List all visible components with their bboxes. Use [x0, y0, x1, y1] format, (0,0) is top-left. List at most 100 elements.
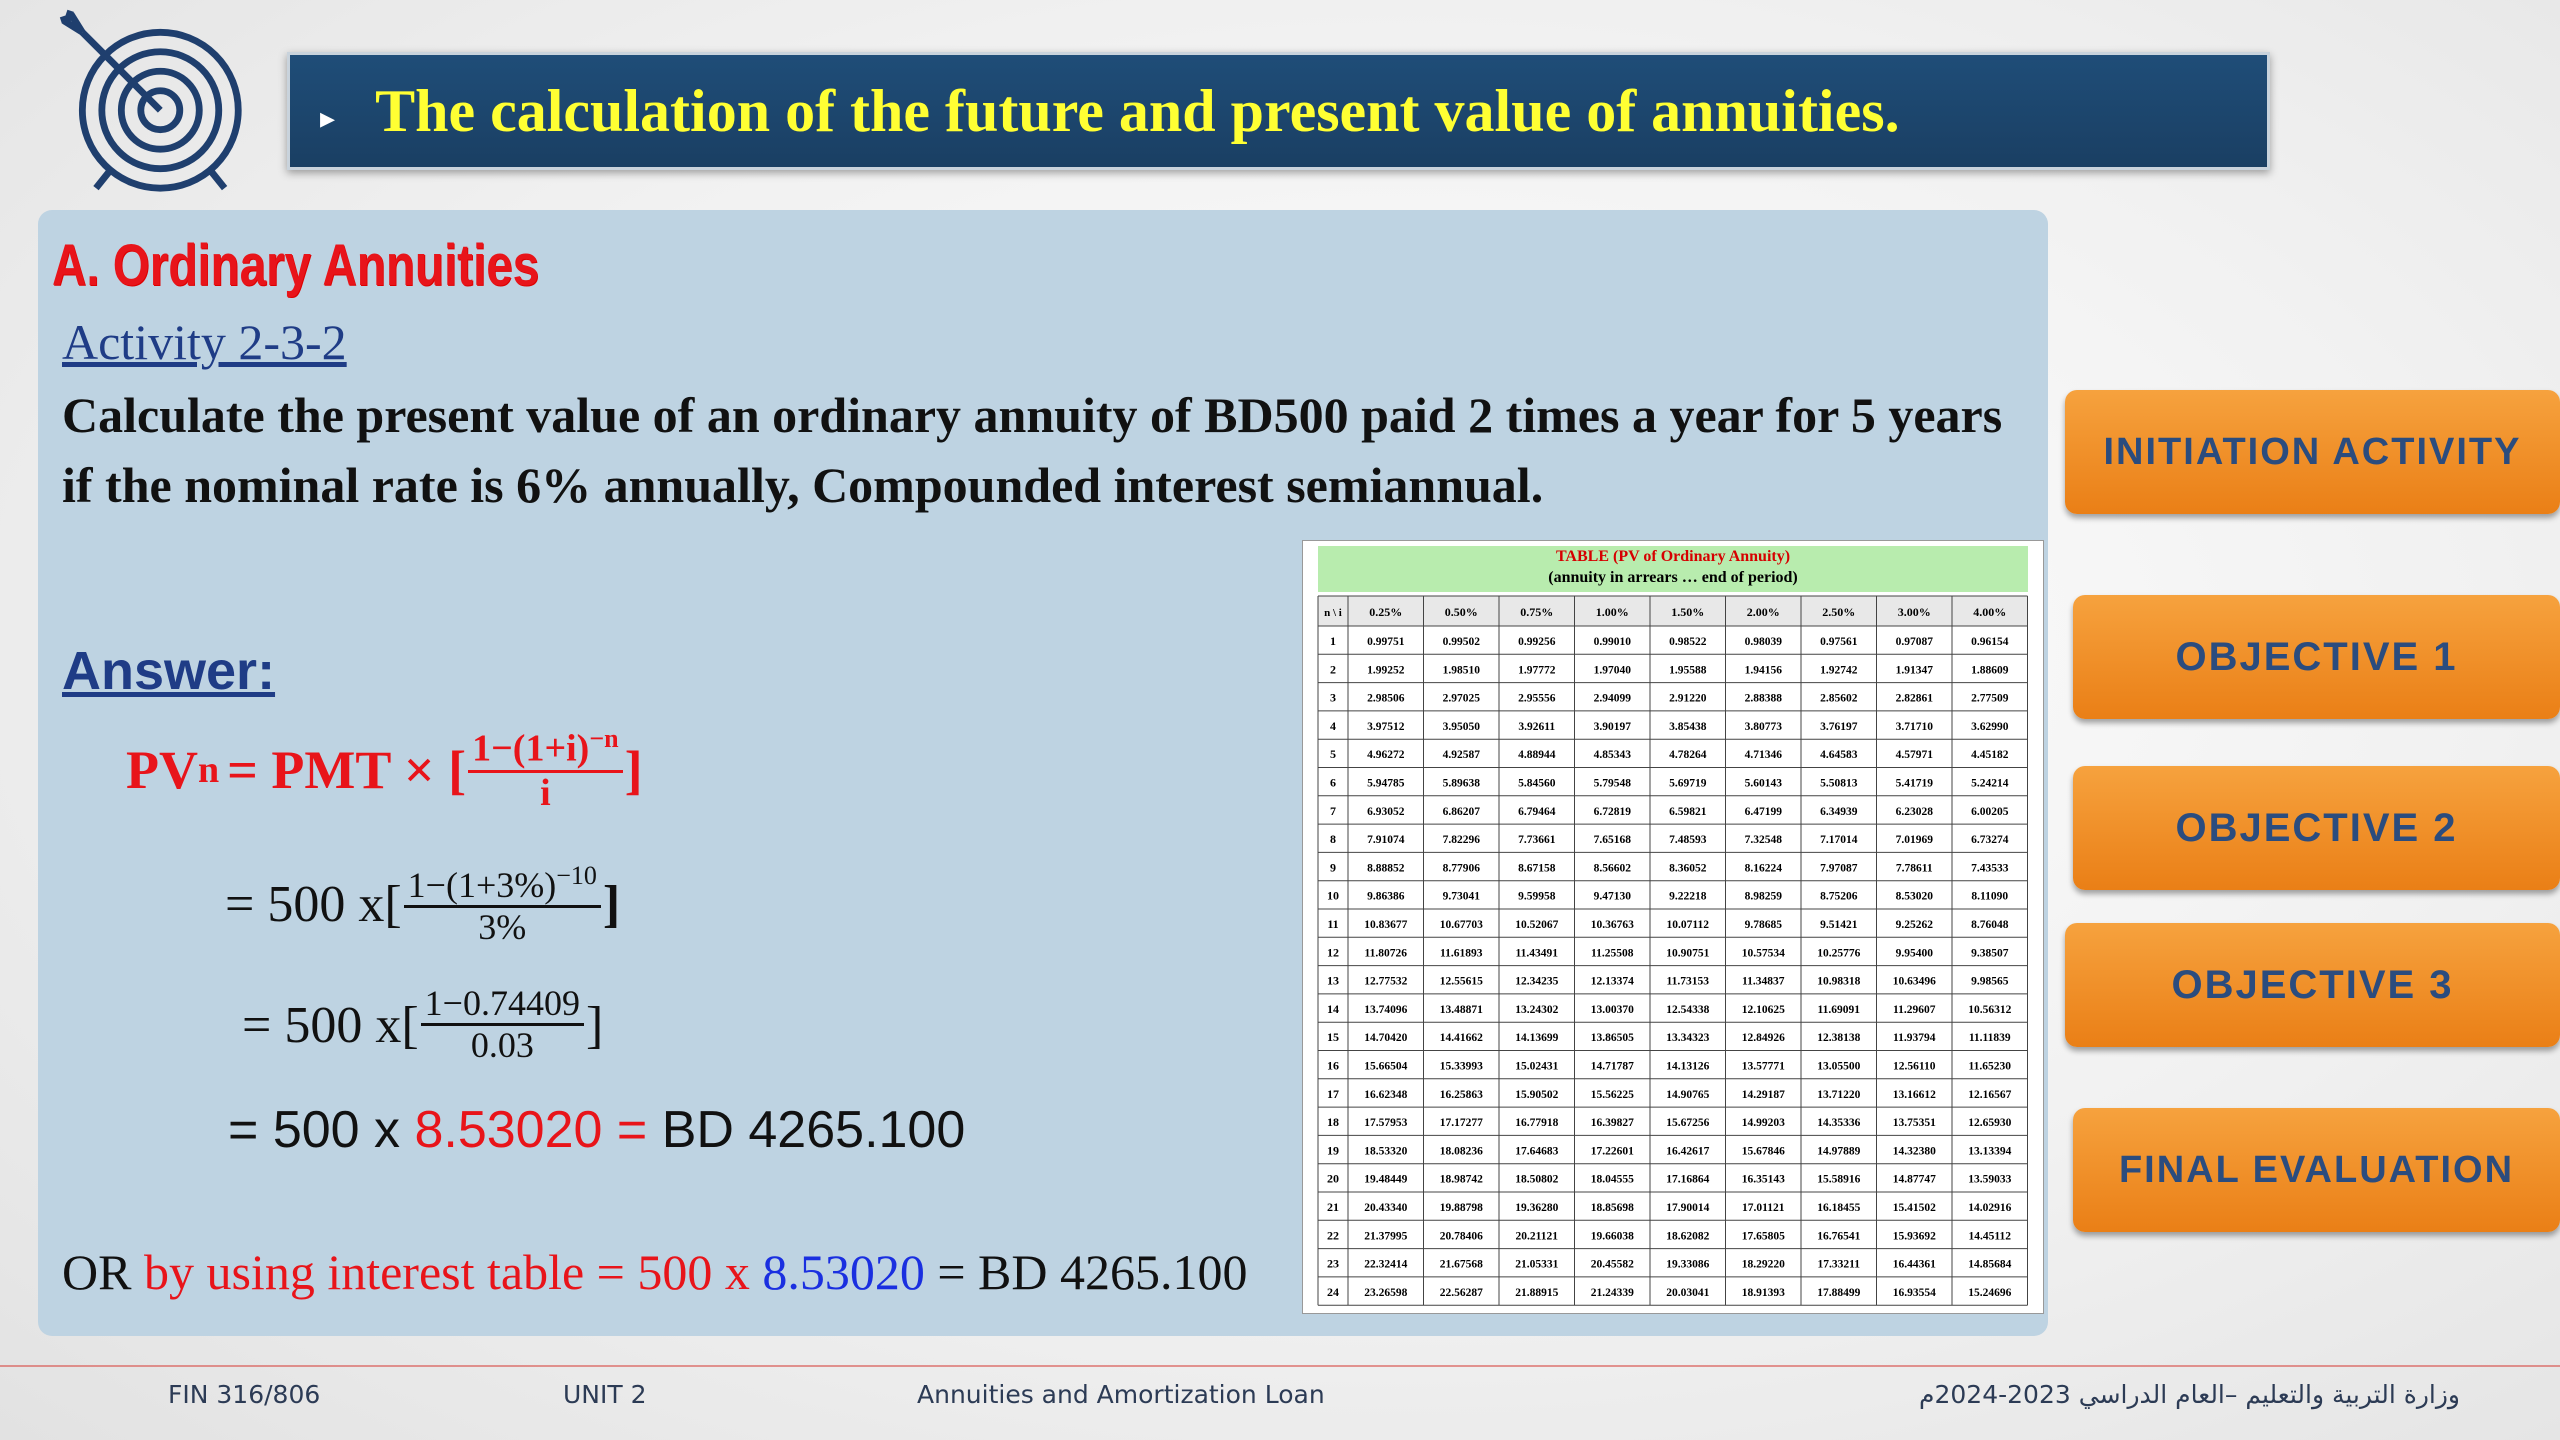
footer-topic: Annuities and Amortization Loan	[917, 1380, 1325, 1409]
step1-fraction: 1−(1+3%)−10 3%	[403, 861, 601, 947]
pv-table-factor-cell: 15.58916	[1817, 1174, 1860, 1186]
pv-table-factor-cell: 12.16567	[1968, 1089, 2011, 1101]
calc-step-1: = 500 x[ 1−(1+3%)−10 3% ]	[225, 862, 620, 947]
pv-table-factor-cell: 17.17277	[1440, 1117, 1483, 1129]
pv-table-period-cell: 3	[1330, 691, 1336, 705]
pv-table-grid: n \ i 0.25% 0.50% 0.75% 1.00% 1.50% 2.00% 2.50%…	[1317, 595, 2028, 1306]
pv-table-factor-cell: 9.78685	[1745, 919, 1783, 931]
pv-table-factor-cell: 15.67256	[1666, 1117, 1709, 1129]
formula-close: ]	[624, 739, 643, 800]
pv-table-period-cell: 15	[1327, 1030, 1339, 1044]
pv-table-factor-cell: 18.53320	[1364, 1145, 1407, 1157]
pv-table-factor-cell: 1.97040	[1594, 664, 1632, 676]
pv-table-factor-cell: 14.32380	[1893, 1145, 1936, 1157]
pv-table-factor-cell: 14.45112	[1969, 1230, 2012, 1242]
pv-table-factor-cell: 6.59821	[1669, 806, 1707, 818]
or-prefix: OR	[62, 1244, 144, 1300]
pv-table-factor-cell: 1.99252	[1367, 664, 1405, 676]
pv-table-factor-cell: 16.44361	[1893, 1259, 1936, 1271]
pv-table-factor-cell: 13.75351	[1893, 1117, 1936, 1129]
pv-table-factor-cell: 5.69719	[1669, 778, 1707, 790]
step3-prefix: = 500 x	[228, 1101, 415, 1159]
objective-1-button[interactable]: OBJECTIVE 1	[2073, 595, 2560, 719]
pv-table-factor-cell: 11.69091	[1818, 1004, 1861, 1016]
activity-label: Activity 2-3-2	[62, 314, 347, 370]
pv-table-period-cell: 4	[1330, 719, 1336, 733]
pv-table-factor-cell: 11.43491	[1516, 947, 1559, 959]
pv-table-factor-cell: 4.96272	[1367, 749, 1405, 761]
pv-table-factor-cell: 18.04555	[1591, 1174, 1634, 1186]
step1-den: 3%	[478, 906, 527, 947]
pv-table-factor-cell: 21.37995	[1364, 1230, 1407, 1242]
pv-table-factor-cell: 16.35143	[1742, 1174, 1785, 1186]
step2-num: 1−0.74409	[420, 984, 584, 1026]
objective-3-button[interactable]: OBJECTIVE 3	[2065, 923, 2560, 1047]
pv-table-factor-cell: 13.16612	[1893, 1089, 1936, 1101]
pv-table-title: TABLE (PV of Ordinary Annuity)	[1555, 548, 1791, 565]
pv-table-factor-cell: 8.88852	[1367, 862, 1405, 874]
pv-table-factor-cell: 2.97025	[1443, 693, 1481, 705]
pv-table-period-cell: 13	[1327, 974, 1339, 988]
pv-table-factor-cell: 6.34939	[1820, 806, 1858, 818]
pv-table-factor-cell: 13.86505	[1591, 1032, 1634, 1044]
pv-table-factor-cell: 19.66038	[1591, 1230, 1634, 1242]
footer-divider	[0, 1365, 2560, 1367]
pv-table-factor-cell: 7.91074	[1367, 834, 1405, 846]
pv-table-factor-cell: 9.38507	[1971, 947, 2009, 959]
pv-table-factor-cell: 3.80773	[1745, 721, 1783, 733]
pv-table-period-cell: 21	[1327, 1200, 1339, 1214]
step3-result: BD 4265.100	[661, 1101, 966, 1159]
pv-table-factor-cell: 23.26598	[1364, 1287, 1407, 1299]
pv-table-factor-cell: 9.95400	[1896, 947, 1934, 959]
initiation-activity-button[interactable]: INITIATION ACTIVITY	[2065, 390, 2560, 514]
pv-table-factor-cell: 15.67846	[1742, 1145, 1785, 1157]
pv-table-factor-cell: 4.78264	[1669, 749, 1707, 761]
pv-table-factor-cell: 13.05500	[1817, 1061, 1860, 1073]
pv-table-factor-cell: 14.99203	[1742, 1117, 1785, 1129]
section-heading: A. Ordinary Annuities	[52, 233, 540, 298]
pv-table-period-cell: 11	[1327, 917, 1338, 931]
pv-table-factor-cell: 3.71710	[1896, 721, 1934, 733]
pv-table-factor-cell: 5.24214	[1971, 778, 2009, 790]
pv-table-factor-cell: 7.82296	[1443, 834, 1481, 846]
pv-table-factor-cell: 8.16224	[1745, 862, 1783, 874]
pv-table-factor-cell: 6.93052	[1367, 806, 1405, 818]
pv-table-factor-cell: 9.98565	[1971, 976, 2009, 988]
calc-step-3: = 500 x 8.53020 = BD 4265.100	[228, 1100, 965, 1160]
final-evaluation-button[interactable]: FINAL EVALUATION	[2073, 1108, 2560, 1232]
pv-table-factor-cell: 18.29220	[1742, 1259, 1785, 1271]
pv-table-factor-cell: 9.86386	[1367, 891, 1405, 903]
pv-table-factor-cell: 10.52067	[1515, 919, 1558, 931]
pv-table-factor-cell: 9.25262	[1896, 919, 1934, 931]
pv-table-factor-cell: 6.23028	[1896, 806, 1934, 818]
pv-table-period-cell: 19	[1327, 1143, 1339, 1157]
slide-title: The calculation of the future and presen…	[375, 77, 1900, 144]
pv-table-factor-cell: 11.93794	[1893, 1032, 1936, 1044]
objective-2-button[interactable]: OBJECTIVE 2	[2073, 766, 2560, 890]
step1-exp: −10	[556, 861, 597, 890]
pv-table-factor-cell: 4.71346	[1745, 749, 1783, 761]
pv-table-factor-cell: 4.45182	[1971, 749, 2009, 761]
pv-table-factor-cell: 2.82861	[1896, 693, 1934, 705]
pv-table-factor-cell: 11.80726	[1365, 947, 1408, 959]
pv-table-factor-cell: 0.99751	[1367, 636, 1405, 648]
pv-table-rate-header: 1.50%	[1671, 605, 1704, 619]
pv-table-factor-cell: 3.85438	[1669, 721, 1707, 733]
pv-table-factor-cell: 9.22218	[1669, 891, 1707, 903]
pv-table-period-cell: 2	[1330, 662, 1336, 676]
pv-table-factor-cell: 13.59033	[1968, 1174, 2011, 1186]
pv-table-factor-cell: 10.67703	[1440, 919, 1483, 931]
pv-table-factor-cell: 18.62082	[1666, 1230, 1709, 1242]
pv-table-rate-header: 0.50%	[1445, 605, 1478, 619]
pv-table-period-cell: 20	[1327, 1172, 1339, 1186]
pv-table-factor-cell: 6.00205	[1971, 806, 2009, 818]
pv-table-factor-cell: 17.64683	[1515, 1145, 1558, 1157]
pv-table-factor-cell: 15.24696	[1968, 1287, 2011, 1299]
pv-table-factor-cell: 13.13394	[1968, 1145, 2011, 1157]
pv-table-factor-cell: 22.56287	[1440, 1287, 1483, 1299]
pv-table-rate-header: 4.00%	[1973, 605, 2006, 619]
pv-table-factor-cell: 10.07112	[1667, 919, 1710, 931]
pv-table-factor-cell: 17.65805	[1742, 1230, 1785, 1242]
pv-table-factor-cell: 1.98510	[1443, 664, 1481, 676]
pv-table-factor-cell: 13.48871	[1440, 1004, 1483, 1016]
